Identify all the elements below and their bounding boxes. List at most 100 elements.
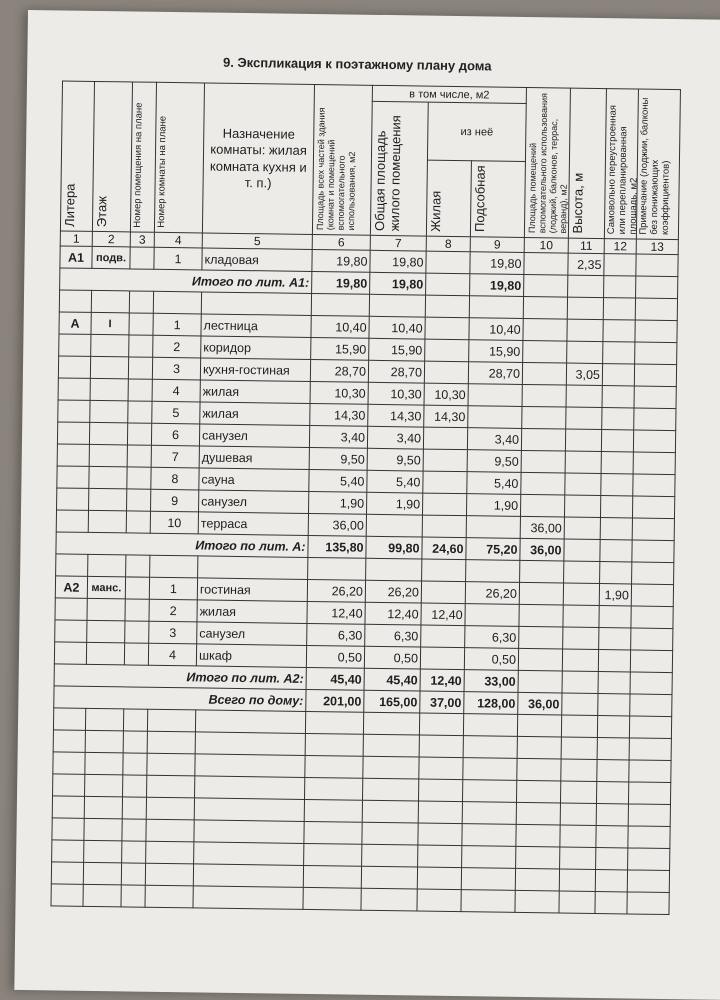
empty-cell: [369, 294, 426, 318]
empty-cell: [360, 888, 418, 912]
empty-cell: [193, 863, 304, 888]
cell-col-4: 2: [148, 599, 198, 622]
cell-col-2: [86, 598, 126, 621]
empty-cell: [59, 289, 92, 313]
empty-cell: [303, 865, 362, 889]
cell-col-11: [564, 473, 602, 496]
cell-col-12: [600, 495, 633, 518]
cell-col-13: [634, 364, 677, 387]
cell-col-10: [520, 494, 565, 518]
cell-col-4: 8: [150, 467, 200, 490]
empty-cell: [53, 729, 86, 753]
empty-cell: [193, 819, 305, 844]
cell-col-13: [630, 649, 673, 673]
cell-col-8: [425, 251, 471, 274]
empty-cell: [149, 555, 198, 578]
empty-cell: [515, 824, 561, 848]
cell-col-9: 9,50: [467, 449, 522, 473]
cell-col-11: [565, 451, 602, 474]
empty-cell: [51, 817, 85, 841]
empty-cell: [303, 821, 363, 845]
empty-cell: [463, 735, 518, 759]
empty-cell: [417, 845, 462, 868]
cell-col-9: [466, 515, 521, 539]
empty-cell: [147, 709, 196, 732]
cell-col-5: жилая: [196, 599, 308, 624]
cell-col-5: гостиная: [197, 577, 308, 602]
empty-cell: [419, 735, 464, 758]
empty-cell: [595, 825, 629, 848]
cell-col-7: 1,90: [366, 492, 423, 516]
cell-col-10: [520, 472, 566, 496]
page-title: 9. Экспликация к поэтажному плану дома: [222, 54, 492, 74]
total-cell-col-9: 33,00: [464, 669, 519, 693]
cell-col-13: [634, 320, 678, 343]
cell-col-7: 9,50: [367, 448, 424, 472]
cell-col-2: I: [90, 312, 130, 335]
empty-cell: [194, 753, 306, 778]
empty-cell: [417, 867, 462, 890]
cell-col-13: [633, 451, 676, 475]
cell-col-6: 15,90: [310, 337, 369, 361]
cell-col-10: [521, 428, 566, 452]
cell-col-8: 12,40: [420, 603, 466, 626]
empty-cell: [627, 847, 670, 871]
cell-col-2: [88, 488, 127, 511]
cell-col-10: 36,00: [520, 516, 565, 540]
cell-col-1: [57, 421, 90, 445]
empty-cell: [129, 290, 154, 314]
cell-col-12: [602, 385, 635, 408]
cell-col-3: [126, 488, 151, 512]
cell-col-7: 15,90: [368, 338, 425, 362]
total-cell-col-12: [603, 275, 636, 299]
total-cell-col-7: 165,00: [363, 690, 421, 714]
empty-cell: [52, 751, 86, 775]
cell-col-10: [518, 626, 563, 650]
empty-cell: [596, 803, 629, 826]
cell-col-2: подв.: [91, 246, 131, 269]
cell-col-8: [424, 317, 470, 340]
cell-col-5: кладовая: [201, 247, 313, 272]
cell-col-1: А1: [59, 245, 93, 269]
header-room-no: Номер комнаты на плане: [155, 116, 169, 228]
cell-col-9: 0,50: [464, 647, 519, 671]
empty-cell: [567, 297, 604, 320]
total-cell-col-8: 24,60: [421, 537, 467, 560]
total-cell-col-6: 135,80: [307, 535, 367, 559]
empty-cell: [305, 733, 364, 757]
empty-cell: [462, 779, 517, 803]
cell-col-12: [601, 451, 634, 474]
cell-col-5: коридор: [200, 335, 311, 360]
total-cell-col-13: [630, 671, 673, 695]
cell-col-8: [422, 471, 468, 494]
cell-col-9: 28,70: [468, 361, 523, 385]
cell-col-9: [468, 383, 523, 407]
cell-col-5: кухня-гостиная: [200, 357, 311, 382]
empty-cell: [465, 559, 520, 583]
total-cell-col-10: 36,00: [519, 538, 565, 562]
cell-col-13: [633, 429, 676, 453]
cell-col-4: 5: [151, 401, 201, 424]
empty-cell: [514, 890, 560, 914]
cell-col-3: [128, 334, 153, 358]
empty-cell: [425, 295, 470, 318]
empty-cell: [55, 553, 88, 577]
header-total-area: Площадь всех частей здания (комнат и пом…: [314, 107, 358, 231]
cell-col-4: 1: [149, 577, 198, 600]
column-number: 11: [568, 238, 605, 254]
total-cell-col-10: [523, 274, 568, 298]
empty-cell: [460, 889, 516, 913]
cell-col-13: [633, 407, 676, 431]
empty-cell: [122, 796, 147, 820]
cell-col-5: лестница: [200, 313, 312, 338]
cell-col-1: А: [58, 311, 92, 335]
cell-col-1: [58, 377, 91, 401]
empty-cell: [85, 708, 124, 731]
empty-cell: [363, 734, 420, 758]
cell-col-13: [632, 517, 675, 541]
cell-col-11: [562, 605, 600, 628]
cell-col-5: душевая: [199, 445, 310, 470]
empty-cell: [597, 715, 630, 738]
cell-col-4: 4: [148, 643, 197, 666]
cell-col-4: 10: [150, 511, 199, 534]
